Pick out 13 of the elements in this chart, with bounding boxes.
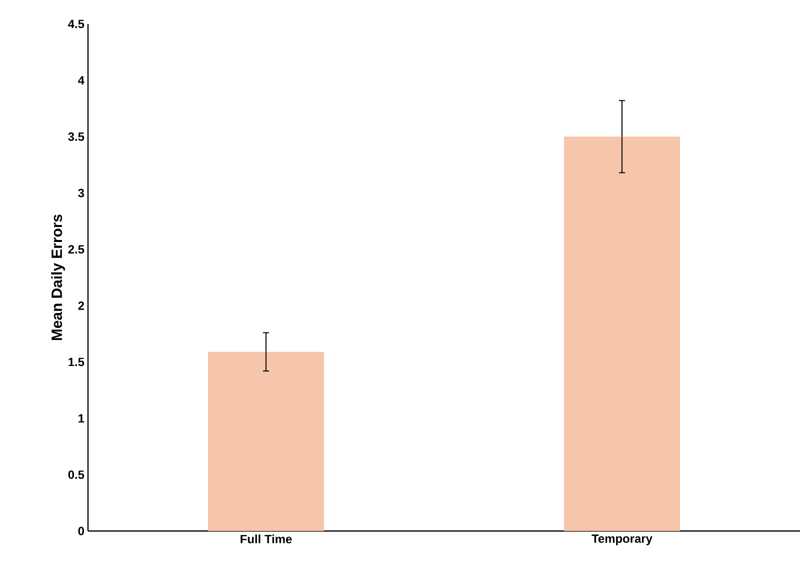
y-tick-label: 3 [78, 188, 84, 198]
y-tick-label: 4 [78, 76, 84, 84]
y-tick-label: 3.5 [68, 132, 84, 141]
x-tick-label: Temporary [592, 534, 652, 546]
x-tick-label: Full Time [240, 534, 292, 544]
y-tick-label: 0 [78, 526, 84, 536]
y-tick-label: 0.5 [68, 470, 84, 479]
y-tick-label: 4.5 [68, 20, 84, 28]
y-tick-label: 2 [78, 301, 84, 310]
y-axis-title: Mean Daily Errors [51, 214, 66, 340]
y-tick-label: 1 [78, 414, 84, 422]
y-tick-label: 1.5 [68, 358, 84, 366]
y-tick-label: 2.5 [68, 245, 84, 254]
